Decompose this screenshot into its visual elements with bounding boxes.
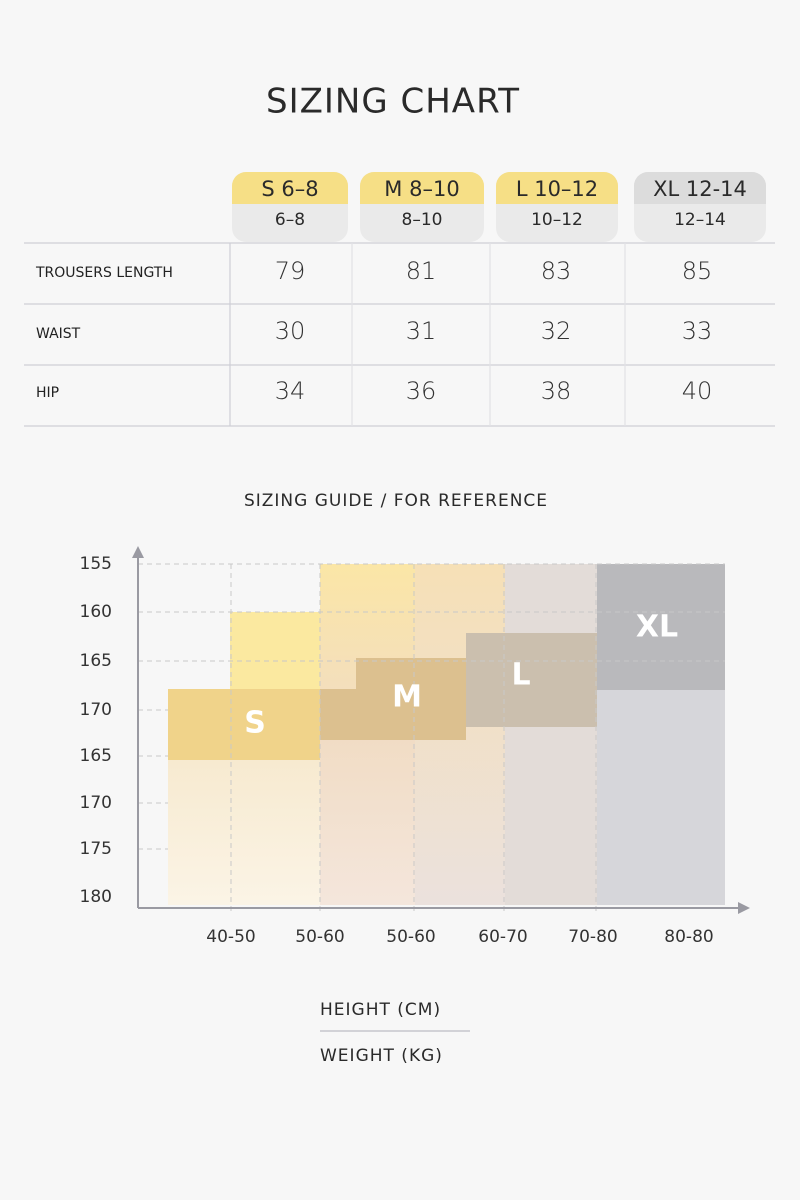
x-labels: 40-50 50-60 50-60 60-70 70-80 80-80 xyxy=(206,927,713,947)
cell: 79 xyxy=(275,257,306,285)
cell: 34 xyxy=(275,377,306,405)
size-headers xyxy=(232,172,766,242)
region-box xyxy=(597,564,725,690)
table-body: TROUSERS LENGTH 79 81 83 85 WAIST 30 31 … xyxy=(35,257,712,405)
y-label: 170 xyxy=(80,793,112,813)
title: SIZING CHART xyxy=(266,82,520,122)
y-label: 170 xyxy=(80,700,112,720)
region-label: M xyxy=(392,680,422,715)
size-name: S 6–8 xyxy=(261,177,318,201)
region-bg xyxy=(168,760,320,905)
region-bg xyxy=(230,612,320,690)
region-box xyxy=(320,689,356,740)
cell: 32 xyxy=(541,317,572,345)
y-arrow xyxy=(132,546,144,558)
size-name: XL 12-14 xyxy=(653,177,747,201)
pill-top xyxy=(634,172,766,204)
pill-top xyxy=(496,172,618,204)
region-box xyxy=(466,633,597,727)
cell: 81 xyxy=(406,257,437,285)
cell: 36 xyxy=(406,377,437,405)
cell: 30 xyxy=(275,317,306,345)
region-bg xyxy=(597,690,725,905)
legend-text: WEIGHT (KG) xyxy=(320,1046,443,1066)
x-arrow xyxy=(738,902,750,914)
size-name: L 10–12 xyxy=(516,177,598,201)
region-box xyxy=(168,689,320,760)
y-label: 165 xyxy=(80,651,112,671)
axes xyxy=(137,556,740,909)
x-label: 80-80 xyxy=(664,927,713,947)
size-names: S 6–8 M 8–10 L 10–12 XL 12-14 xyxy=(261,177,747,201)
row-label: TROUSERS LENGTH xyxy=(35,265,173,281)
region-box xyxy=(356,658,466,740)
region-bg xyxy=(505,564,597,905)
y-label: 175 xyxy=(80,839,112,859)
cell: 38 xyxy=(541,377,572,405)
row-label: HIP xyxy=(36,385,59,401)
y-label: 155 xyxy=(80,554,112,574)
size-subs: 6–8 8–10 10–12 12–14 xyxy=(275,210,726,230)
table-grid xyxy=(24,242,775,427)
x-label: 50-60 xyxy=(386,927,435,947)
cell: 83 xyxy=(541,257,572,285)
y-label: 165 xyxy=(80,746,112,766)
y-label: 160 xyxy=(80,602,112,622)
x-label: 50-60 xyxy=(295,927,344,947)
x-label: 40-50 xyxy=(206,927,255,947)
cell: 33 xyxy=(682,317,713,345)
y-labels: 155 160 165 170 165 170 175 180 xyxy=(80,554,112,907)
size-sub: 10–12 xyxy=(531,210,583,230)
cell: 31 xyxy=(406,317,437,345)
x-label: 70-80 xyxy=(568,927,617,947)
size-name: M 8–10 xyxy=(384,177,459,201)
cell: 85 xyxy=(682,257,713,285)
region-label: S xyxy=(244,706,266,741)
guide-grid xyxy=(138,563,725,915)
guide-title: SIZING GUIDE / FOR REFERENCE xyxy=(244,491,548,511)
region-labels: S M L XL xyxy=(244,610,678,741)
region-label: XL xyxy=(636,610,678,645)
guide-regions xyxy=(168,564,725,905)
y-label: 180 xyxy=(80,887,112,907)
size-sub: 8–10 xyxy=(402,210,443,230)
pill-top xyxy=(360,172,484,204)
row-label: WAIST xyxy=(36,326,81,342)
x-label: 60-70 xyxy=(478,927,527,947)
legend-text: HEIGHT (CM) xyxy=(320,1000,441,1020)
region-label: L xyxy=(511,658,530,693)
size-sub: 6–8 xyxy=(275,210,305,230)
cell: 40 xyxy=(682,377,713,405)
pill-top xyxy=(232,172,348,204)
size-sub: 12–14 xyxy=(674,210,726,230)
